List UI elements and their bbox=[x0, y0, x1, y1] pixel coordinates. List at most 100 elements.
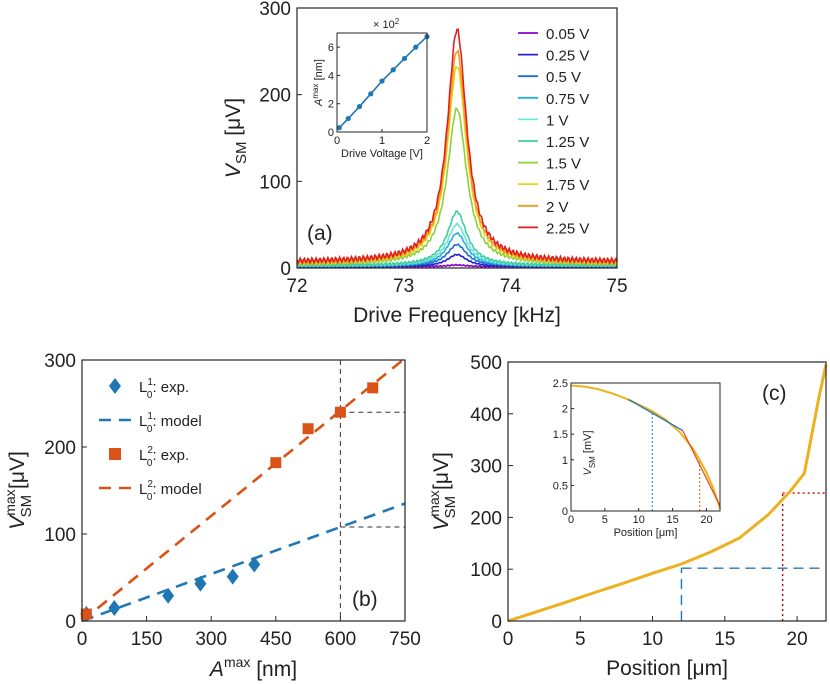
data-point-L1 bbox=[108, 599, 121, 616]
inset-y-tick-label: 2.5 bbox=[553, 378, 568, 390]
y-label-main: V bbox=[222, 162, 245, 178]
panel-label-a: (a) bbox=[307, 222, 333, 245]
inset-point bbox=[336, 125, 342, 131]
inset-point bbox=[390, 67, 396, 73]
legend-suffix: : model bbox=[152, 413, 201, 430]
series-line bbox=[507, 364, 828, 623]
inset-x-tick-label: 0 bbox=[334, 135, 340, 147]
legend-sup: 1 bbox=[147, 411, 153, 422]
legend-name: L bbox=[139, 481, 147, 498]
y-tick-label: 0 bbox=[491, 612, 502, 633]
inset-y-label-unit: [nm] bbox=[313, 59, 325, 83]
data-point-L2 bbox=[302, 423, 314, 435]
legend-label: 0.25 V bbox=[546, 48, 589, 65]
inset-point bbox=[368, 91, 374, 97]
x-axis-label: Drive Frequency [kHz] bbox=[353, 304, 561, 327]
y-tick-label: 300 bbox=[259, 0, 291, 20]
legend-name: L bbox=[139, 447, 147, 464]
y-axis-label: VSM [μV] bbox=[222, 98, 250, 178]
legend-label: L2 0: model bbox=[139, 479, 202, 503]
x-tick-label: 450 bbox=[260, 629, 292, 650]
y-tick-label: 100 bbox=[470, 560, 502, 581]
y-tick-label: 200 bbox=[44, 438, 76, 459]
y-tick-label: 200 bbox=[470, 508, 502, 529]
inset-x-tick-label: 20 bbox=[700, 514, 712, 526]
x-axis-label: Position [μm] bbox=[606, 657, 728, 680]
y-tick-label: 100 bbox=[259, 172, 291, 193]
legend-label: 1 V bbox=[546, 112, 569, 129]
x-tick-label: 0 bbox=[77, 629, 88, 650]
x-tick-label: 75 bbox=[606, 276, 627, 297]
inset-y-tick-label: 0 bbox=[562, 506, 568, 518]
inset-y-label-main: V bbox=[582, 467, 594, 476]
inset-y-tick-label: 1 bbox=[562, 455, 568, 467]
y-tick-label: 400 bbox=[470, 405, 502, 426]
y-axis-label: VmaxSM [μV] bbox=[426, 452, 459, 531]
legend-sup: 2 bbox=[147, 445, 153, 456]
legend-suffix: : model bbox=[152, 481, 201, 498]
axes-box bbox=[570, 382, 721, 512]
y-tick-label: 300 bbox=[470, 457, 502, 478]
data-point-L1 bbox=[248, 556, 261, 573]
axes-box bbox=[296, 7, 618, 269]
y-tick-label: 0 bbox=[65, 612, 76, 633]
inset-x-tick-label: 5 bbox=[602, 514, 608, 526]
legend-sub: 0 bbox=[147, 492, 153, 503]
inset-multiplier-exp: 2 bbox=[395, 17, 400, 26]
inset-y-tick-label: 2 bbox=[328, 99, 334, 111]
x-tick-label: 15 bbox=[714, 629, 735, 650]
legend-name: L bbox=[139, 413, 147, 430]
y-label-sub: SM bbox=[18, 495, 35, 518]
legend-label: 2 V bbox=[546, 199, 569, 216]
y-tick-label: 100 bbox=[44, 525, 76, 546]
inset-y-tick-label: 1.5 bbox=[553, 429, 568, 441]
legend-swatch bbox=[109, 378, 121, 394]
axes-box bbox=[81, 359, 406, 622]
y-label-sup: max bbox=[426, 490, 442, 516]
inset-x-tick-label: 2 bbox=[424, 135, 430, 147]
legend-label: 0.5 V bbox=[546, 69, 581, 86]
y-tick-label: 200 bbox=[259, 86, 291, 107]
y-axis-label: VmaxSM [μV] bbox=[2, 451, 35, 530]
inset-x-tick-label: 0 bbox=[568, 514, 574, 526]
inset-y-tick-label: 4 bbox=[328, 70, 334, 82]
x-tick-label: 10 bbox=[642, 629, 663, 650]
inset-x-axis-label: Drive Voltage [V] bbox=[341, 148, 423, 160]
model-line-L1 bbox=[81, 502, 406, 623]
inset-line bbox=[570, 384, 721, 509]
y-label-unit: [μV] bbox=[430, 452, 453, 496]
model-line-L2 bbox=[81, 357, 406, 623]
x-tick-label: 73 bbox=[393, 276, 414, 297]
y-label-main: V bbox=[6, 514, 29, 530]
y-label-main: V bbox=[430, 515, 453, 531]
legend-sub: 0 bbox=[147, 424, 153, 435]
y-label-unit: [μV] bbox=[6, 451, 29, 495]
y-label-sub: SM bbox=[442, 496, 459, 519]
data-point-L2 bbox=[367, 382, 379, 394]
inset-x-tick-label: 1 bbox=[379, 135, 385, 147]
inset-y-axis-label: Amax [nm] bbox=[311, 59, 325, 107]
inset-point bbox=[413, 44, 419, 50]
x-label-unit: [nm] bbox=[250, 658, 297, 681]
x-tick-label: 300 bbox=[195, 629, 227, 650]
inset-y-tick-label: 2 bbox=[562, 404, 568, 416]
legend-sup: 1 bbox=[147, 377, 153, 388]
inset-y-tick-label: 0.5 bbox=[553, 480, 568, 492]
x-tick-label: 150 bbox=[131, 629, 163, 650]
legend-sup: 2 bbox=[147, 479, 153, 490]
y-label-unit: [μV] bbox=[222, 98, 245, 142]
inset-y-label-unit: [mV] bbox=[582, 430, 594, 456]
y-label-sub: SM bbox=[233, 142, 250, 165]
legend-label: L2 0: exp. bbox=[139, 445, 189, 469]
inset-x-axis-label: Position [μm] bbox=[614, 527, 678, 539]
data-point-L1 bbox=[226, 568, 239, 585]
y-label-sup: max bbox=[2, 489, 18, 515]
x-tick-label: 600 bbox=[325, 629, 357, 650]
data-point-L2 bbox=[334, 406, 346, 418]
inset-y-axis-label: VSM [mV] bbox=[582, 430, 597, 475]
legend-label: L1 0: model bbox=[139, 411, 202, 435]
inset-y-tick-label: 6 bbox=[328, 42, 334, 54]
series-line-225V bbox=[296, 28, 618, 266]
